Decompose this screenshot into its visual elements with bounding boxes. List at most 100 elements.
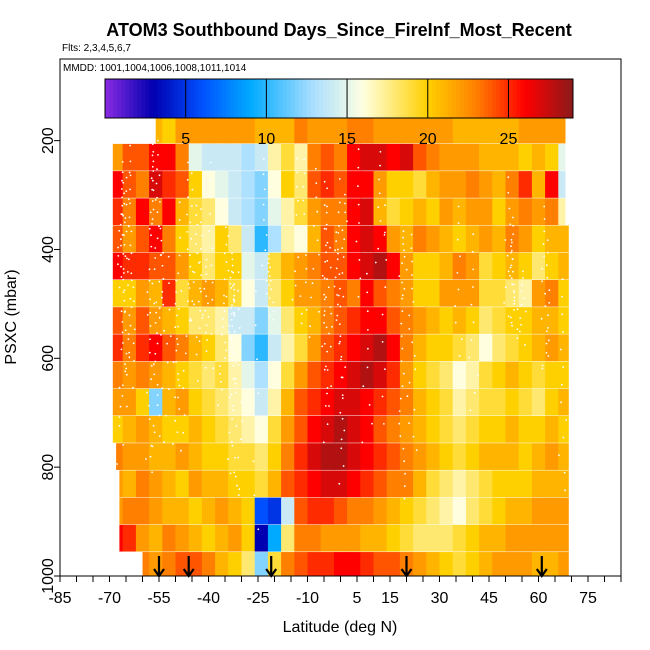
heatmap-cell — [112, 279, 124, 307]
x-tick-label: -25 — [246, 590, 269, 607]
trace-dot — [310, 296, 312, 299]
trace-dot — [511, 258, 514, 260]
x-tick-label: -55 — [147, 590, 170, 607]
heatmap-cell — [558, 225, 569, 253]
trace-dot — [268, 284, 270, 286]
trace-dot — [123, 289, 126, 291]
trace-dot — [272, 301, 275, 304]
colorbar-segment — [278, 79, 284, 118]
trace-dot — [198, 327, 201, 329]
trace-dot — [146, 314, 149, 316]
heatmap-cell — [267, 497, 282, 525]
heatmap-cell — [307, 198, 322, 226]
colorbar-segment — [302, 79, 308, 118]
trace-dot — [344, 193, 346, 196]
trace-dot — [183, 414, 186, 417]
trace-dot — [234, 475, 237, 478]
trace-dot — [235, 425, 238, 427]
trace-dot — [366, 366, 369, 369]
heatmap-cell — [281, 307, 295, 334]
heatmap-cell — [413, 497, 427, 525]
trace-dot — [454, 305, 456, 307]
trace-dot — [162, 303, 165, 306]
trace-dot — [335, 231, 338, 234]
colorbar-segment — [250, 79, 255, 118]
trace-dot — [228, 431, 231, 434]
heatmap-cell — [307, 388, 322, 416]
heatmap-cell — [135, 143, 150, 171]
trace-dot — [122, 214, 124, 217]
heatmap-cell — [175, 388, 190, 416]
heatmap-cell — [452, 171, 467, 198]
trace-dot — [149, 298, 151, 301]
colorbar-segment — [117, 79, 122, 118]
trace-dot — [508, 207, 511, 210]
trace-dot — [162, 251, 165, 254]
trace-dot — [367, 347, 369, 350]
trace-dot — [120, 213, 123, 216]
heatmap-cell — [426, 225, 441, 253]
trace-dot — [272, 319, 274, 321]
trace-dot — [174, 419, 177, 422]
heatmap-cell — [399, 307, 414, 334]
trace-dot — [470, 303, 473, 306]
heatmap-cell — [281, 552, 295, 576]
trace-dot — [367, 329, 369, 331]
heatmap-cell — [426, 116, 441, 144]
trace-dot — [338, 225, 340, 227]
trace-dot — [121, 196, 123, 199]
trace-dot — [326, 278, 328, 280]
trace-dot — [201, 234, 203, 237]
trace-dot — [225, 261, 228, 263]
heatmap-cell — [267, 171, 282, 198]
trace-dot — [130, 230, 133, 233]
heatmap-cell — [119, 497, 124, 525]
trace-dot — [159, 227, 162, 230]
trace-dot — [408, 328, 411, 330]
trace-dot — [176, 338, 178, 340]
colorbar-segment — [528, 79, 534, 118]
trace-dot — [118, 424, 121, 427]
trace-dot — [326, 187, 328, 190]
trace-dot — [504, 239, 507, 241]
trace-dot — [403, 497, 406, 500]
trace-dot — [341, 417, 344, 420]
heatmap-cell — [399, 334, 414, 362]
trace-dot — [209, 161, 212, 164]
trace-dot — [127, 338, 130, 340]
trace-dot — [564, 489, 566, 492]
heatmap-cell — [320, 116, 335, 144]
y-tick-label: 400 — [40, 236, 57, 263]
trace-dot — [413, 354, 416, 357]
trace-dot — [206, 339, 209, 341]
trace-dot — [401, 385, 404, 387]
trace-dot — [192, 281, 195, 283]
heatmap-cell — [439, 307, 454, 334]
colorbar-segment — [306, 79, 312, 118]
x-tick-label: -40 — [197, 590, 220, 607]
trace-dot — [221, 333, 223, 336]
heatmap-cell — [333, 116, 348, 144]
trace-dot — [383, 423, 385, 425]
trace-dot — [154, 199, 157, 201]
heatmap-cell — [112, 334, 124, 362]
heatmap-cell — [135, 198, 150, 226]
heatmap-cell — [465, 252, 480, 280]
heatmap-cell — [505, 307, 520, 334]
colorbar-tick-label: 5 — [181, 131, 190, 148]
trace-dot — [398, 410, 401, 412]
trace-dot — [256, 358, 258, 361]
colorbar-segment — [472, 79, 477, 118]
heatmap-cell — [452, 252, 467, 280]
heatmap-cell — [426, 361, 441, 389]
heatmap-cell — [162, 252, 177, 280]
heatmap-cell — [162, 361, 177, 389]
trace-dot — [309, 325, 311, 328]
trace-dot — [231, 264, 234, 267]
heatmap-cell — [373, 143, 388, 171]
trace-dot — [121, 321, 124, 323]
trace-dot — [311, 282, 314, 285]
heatmap-cell — [241, 252, 256, 280]
trace-dot — [149, 211, 152, 214]
heatmap-cell — [479, 334, 493, 362]
